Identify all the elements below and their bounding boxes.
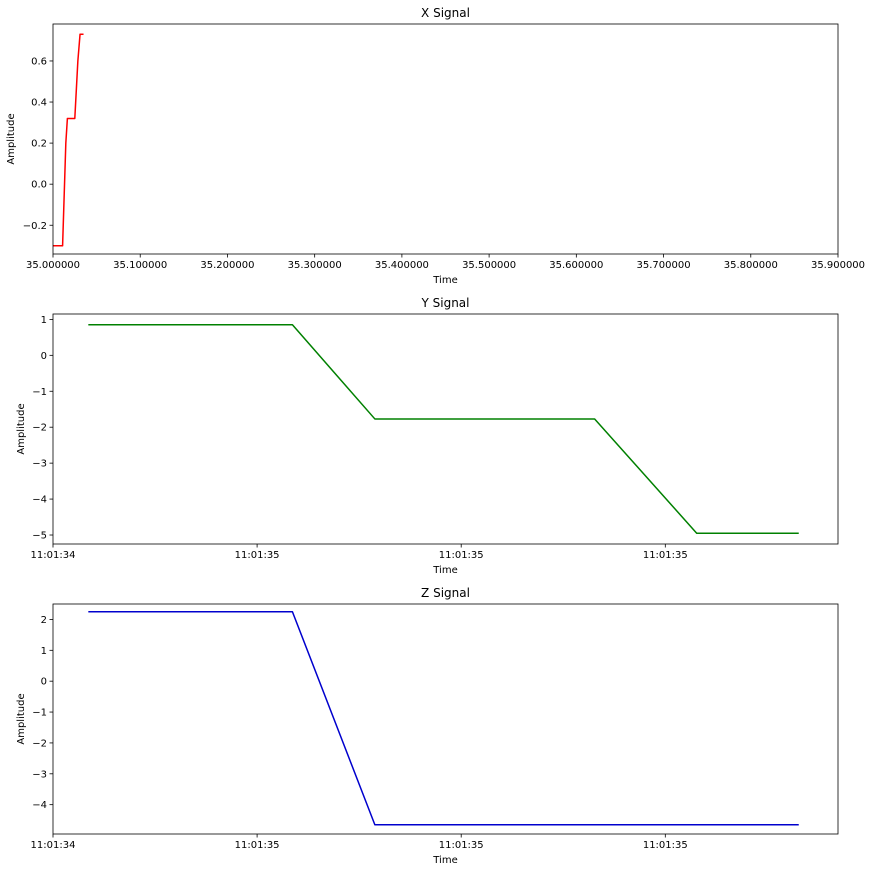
y-axis-label: Amplitude <box>16 403 27 454</box>
x-tick-label: 35.800000 <box>724 260 778 271</box>
series-line <box>53 33 84 247</box>
y-tick-label: 1 <box>41 315 47 326</box>
y-tick-label: −3 <box>32 769 47 780</box>
y-tick-label: 0.0 <box>31 180 47 191</box>
y-tick-label: −0.2 <box>23 221 47 232</box>
series-line <box>88 324 799 534</box>
y-tick-label: −3 <box>32 459 47 470</box>
y-tick-label: −4 <box>32 495 47 506</box>
x-tick-label: 35.100000 <box>113 260 167 271</box>
y-tick-label: −5 <box>32 531 47 542</box>
x-tick-label: 11:01:35 <box>439 550 484 561</box>
x-tick-label: 11:01:35 <box>439 840 484 851</box>
x-tick-label: 11:01:35 <box>643 840 688 851</box>
x-tick-label: 11:01:35 <box>235 550 280 561</box>
axes-frame <box>52 603 839 835</box>
x-tick-label: 35.600000 <box>549 260 603 271</box>
x-axis-label: Time <box>432 855 457 866</box>
y-tick-label: −2 <box>32 423 47 434</box>
chart-panel-2: 11:01:34 11:01:35 11:01:35 11:01:35 −4 −3 −2 −1… <box>16 586 839 866</box>
x-axis-label: Time <box>432 275 457 286</box>
y-tick-label: −1 <box>32 387 47 398</box>
y-tick-label: −1 <box>32 708 47 719</box>
y-tick-label: 0.2 <box>31 139 47 150</box>
y-axis-label: Amplitude <box>6 113 17 164</box>
chart-title: Y Signal <box>420 296 469 310</box>
y-tick-label: −4 <box>32 800 47 811</box>
y-tick-label: 0.4 <box>31 98 47 109</box>
x-tick-label: 35.500000 <box>462 260 516 271</box>
x-tick-label: 11:01:34 <box>31 550 76 561</box>
y-tick-label: 0.6 <box>31 56 47 67</box>
chart-panel-1: 11:01:34 11:01:35 11:01:35 11:01:35 −5 −4 −3 −2… <box>16 296 839 576</box>
chart-title: X Signal <box>421 6 470 20</box>
x-tick-label: 35.200000 <box>200 260 254 271</box>
y-tick-label: 2 <box>41 615 47 626</box>
x-tick-label: 35.400000 <box>375 260 429 271</box>
x-tick-label: 35.300000 <box>288 260 342 271</box>
chart-panel-0: 35.000000 35.100000 35.200000 35.300000 35.4… <box>6 6 865 286</box>
x-tick-label: 35.700000 <box>637 260 691 271</box>
x-tick-label: 35.900000 <box>811 260 865 271</box>
x-tick-label: 11:01:35 <box>235 840 280 851</box>
y-tick-label: 0 <box>41 677 47 688</box>
x-axis-label: Time <box>432 565 457 576</box>
y-tick-label: 1 <box>41 646 47 657</box>
x-tick-label: 35.000000 <box>26 260 80 271</box>
y-tick-label: 0 <box>41 351 47 362</box>
axes-frame <box>52 313 839 545</box>
axes-frame <box>52 23 839 255</box>
y-tick-label: −2 <box>32 738 47 749</box>
y-axis-label: Amplitude <box>16 693 27 744</box>
series-line <box>88 610 799 826</box>
chart-title: Z Signal <box>421 586 470 600</box>
x-tick-label: 11:01:34 <box>31 840 76 851</box>
x-tick-label: 11:01:35 <box>643 550 688 561</box>
